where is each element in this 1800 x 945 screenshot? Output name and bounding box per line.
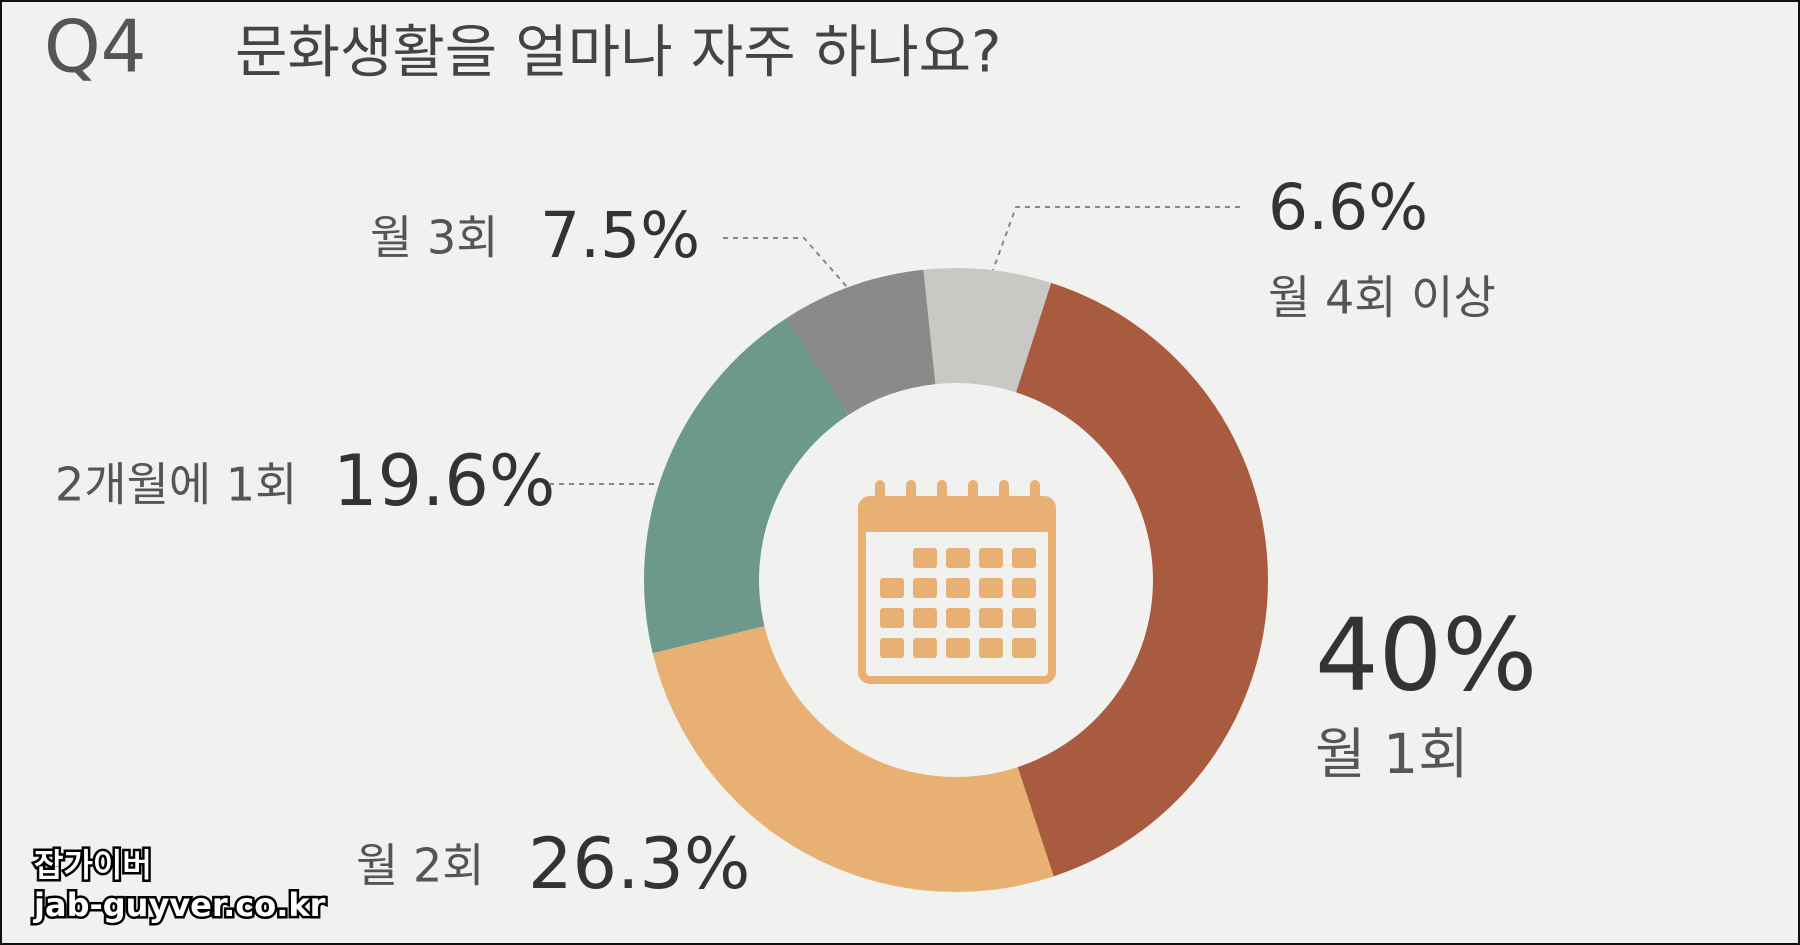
category-label: 2개월에 1회	[55, 458, 297, 512]
value-label: 6.6%	[1268, 171, 1428, 244]
icon-ring	[999, 480, 1009, 514]
icon-cell	[1012, 638, 1036, 658]
question-number: Q4	[44, 5, 146, 89]
icon-cell	[979, 608, 1003, 628]
icon-ring	[875, 480, 885, 514]
icon-cell	[1012, 548, 1036, 568]
watermark-name: 잡가이버	[34, 846, 152, 884]
icon-cell	[1012, 608, 1036, 628]
icon-cell	[880, 638, 904, 658]
icon-cell	[913, 608, 937, 628]
value-label: 19.6%	[333, 440, 555, 522]
icon-cell	[946, 548, 970, 568]
icon-cell	[913, 548, 937, 568]
icon-ring	[937, 480, 947, 514]
icon-cell	[880, 578, 904, 598]
watermark-url: jab-guyver.co.kr	[32, 886, 326, 924]
icon-cell	[946, 638, 970, 658]
icon-ring	[968, 480, 978, 514]
icon-cell	[979, 638, 1003, 658]
icon-cell	[946, 578, 970, 598]
icon-cell	[946, 608, 970, 628]
calendar-icon	[858, 480, 1056, 684]
category-label: 월 1회	[1315, 722, 1469, 786]
donut-segment	[786, 269, 936, 415]
icon-cell	[880, 608, 904, 628]
icon-ring	[906, 480, 916, 514]
category-label: 월 4회 이상	[1268, 271, 1496, 325]
icon-cell	[979, 578, 1003, 598]
donut-segment	[923, 268, 1052, 393]
donut-segment	[1016, 282, 1269, 877]
donut-segment	[644, 318, 849, 654]
icon-cell	[1012, 578, 1036, 598]
icon-cell	[913, 638, 937, 658]
value-label: 26.3%	[528, 823, 750, 905]
icon-cell	[979, 548, 1003, 568]
value-label: 40%	[1315, 596, 1537, 713]
leader-line	[723, 237, 848, 288]
icon-ring	[1030, 480, 1040, 514]
leader-line	[992, 206, 1240, 271]
icon-cell	[913, 578, 937, 598]
category-label: 월 3회	[370, 211, 499, 265]
donut-segment	[652, 626, 1054, 893]
value-label: 7.5%	[540, 199, 700, 272]
chart-title: 문화생활을 얼마나 자주 하나요?	[235, 20, 1001, 86]
category-label: 월 2회	[356, 839, 485, 893]
